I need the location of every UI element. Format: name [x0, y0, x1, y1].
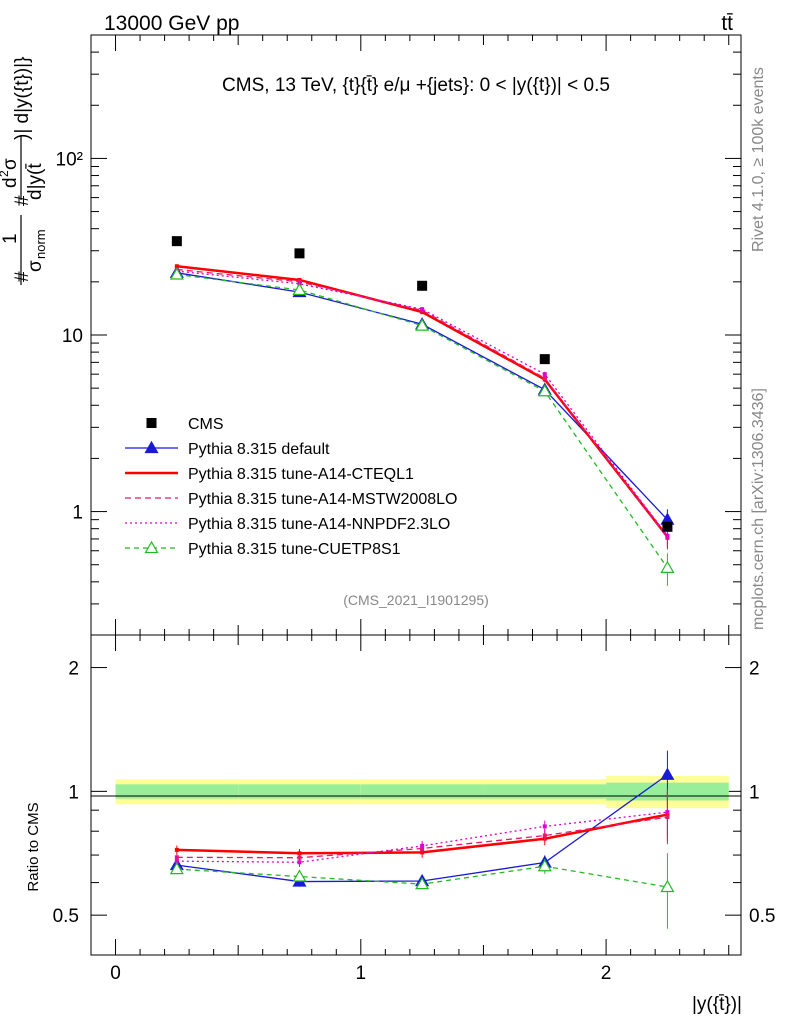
ratio-point: [537, 859, 552, 872]
series-point: [169, 267, 184, 280]
ylabel-frac1-den-sub: norm: [33, 229, 48, 259]
ratio-point: [415, 876, 430, 890]
main-y-axis-label: # 1 σ norm # d 2 σ d|y(t̄ )| d|y({t})|}: [0, 57, 48, 285]
ratio-y-tick-label-right: 1: [749, 782, 760, 803]
series-point: [292, 282, 307, 296]
legend-label-1: Pythia 8.315 tune-A14-CTEQL1: [188, 466, 414, 483]
ratio-point: [169, 861, 184, 875]
energy-label: 13000 GeV pp: [104, 12, 239, 35]
ratio-y-tick-label-right: 2: [749, 659, 760, 680]
mcplots-label: mcplots.cern.ch [arXiv:1306.3436]: [750, 388, 767, 630]
ratio-axis-ticks: 0.5 0.5 1 1 2 2 0 1 2: [53, 635, 775, 984]
cms-point: [417, 280, 428, 291]
process-label: tt̄: [721, 12, 733, 35]
ylabel-frac1-num: 1: [0, 233, 21, 244]
plot-title: CMS, 13 TeV, {t}{t̄} e/μ +{jets}: 0 < |y…: [222, 75, 610, 96]
ylabel-frac2-num: d: [0, 177, 21, 188]
ylabel-frac2-sup: 2: [0, 170, 11, 177]
x-axis-label: |y({t̄})|: [692, 994, 742, 1015]
legend-label-cms: CMS: [188, 416, 224, 433]
series-point: [660, 560, 675, 573]
series-point: [174, 264, 179, 269]
ratio-point: [174, 859, 179, 864]
ratio-series-group: [169, 750, 675, 929]
ylabel-frac1-den: σ: [25, 260, 46, 272]
analysis-id: (CMS_2021_I1901295): [343, 592, 489, 608]
cms-point: [171, 236, 182, 247]
ratio-point: [174, 847, 179, 852]
series-line-4: [176, 273, 668, 569]
ratio-y-tick-label-right: 0.5: [749, 906, 775, 927]
x-tick-label: 0: [110, 963, 121, 984]
inner-band: [483, 784, 607, 799]
ratio-point: [542, 833, 547, 838]
ratio-uncertainty-bands: [115, 775, 729, 809]
series-line-2: [176, 268, 668, 539]
series-point: [542, 372, 547, 377]
main-series-group: [169, 264, 675, 586]
ratio-y-axis-label: Ratio to CMS: [25, 802, 42, 891]
ylabel-hash2: #: [12, 195, 33, 206]
inner-band: [238, 784, 361, 799]
x-tick-label: 1: [356, 963, 367, 984]
ylabel-hash1: #: [12, 271, 33, 282]
cms-data-points: [171, 236, 673, 532]
ratio-point: [292, 869, 307, 882]
ratio-point: [665, 810, 670, 815]
rivet-label: Rivet 4.1.0, ≥ 100k events: [750, 67, 767, 252]
ratio-point: [297, 860, 302, 865]
ratio-point: [542, 824, 547, 829]
series-point: [415, 318, 430, 331]
legend-marker-0: [144, 440, 159, 454]
main-axis-ticks: 1 10 10²: [56, 34, 741, 636]
legend: CMS Pythia 8.315 default Pythia 8.315 tune…: [125, 416, 457, 558]
ratio-point: [660, 767, 675, 780]
ratio-point: [420, 843, 425, 848]
ratio-y-tick-label: 0.5: [53, 906, 79, 927]
ylabel-frac2-tail: )| d|y({t})|}: [12, 57, 33, 140]
ylabel-frac2-den: d|y(t̄: [25, 163, 46, 200]
y-tick-label: 1: [72, 503, 83, 524]
series-point: [537, 384, 552, 397]
y-tick-label: 10²: [56, 149, 83, 170]
ylabel-frac2-sigma: σ: [0, 158, 21, 170]
inner-band: [115, 784, 239, 799]
legend-marker-cms: [146, 418, 157, 428]
inner-band: [360, 784, 484, 799]
ratio-y-tick-label: 1: [68, 782, 79, 803]
ratio-panel-frame: [90, 634, 742, 956]
legend-marker-4: [144, 540, 159, 554]
ratio-y-tick-label: 2: [68, 659, 79, 680]
cms-point: [539, 354, 550, 365]
series-point: [542, 376, 547, 381]
legend-label-3: Pythia 8.315 tune-A14-NNPDF2.3LO: [188, 516, 450, 533]
legend-label-0: Pythia 8.315 default: [188, 441, 330, 458]
legend-label-4: Pythia 8.315 tune-CUETP8S1: [188, 541, 401, 558]
ratio-point: [660, 879, 675, 893]
x-tick-label: 2: [601, 963, 612, 984]
y-tick-label: 10: [62, 326, 83, 347]
cms-point: [662, 521, 673, 532]
cms-point: [294, 248, 305, 259]
series-point: [665, 533, 670, 538]
series-point: [420, 307, 425, 312]
legend-label-2: Pythia 8.315 tune-A14-MSTW2008LO: [188, 491, 457, 508]
